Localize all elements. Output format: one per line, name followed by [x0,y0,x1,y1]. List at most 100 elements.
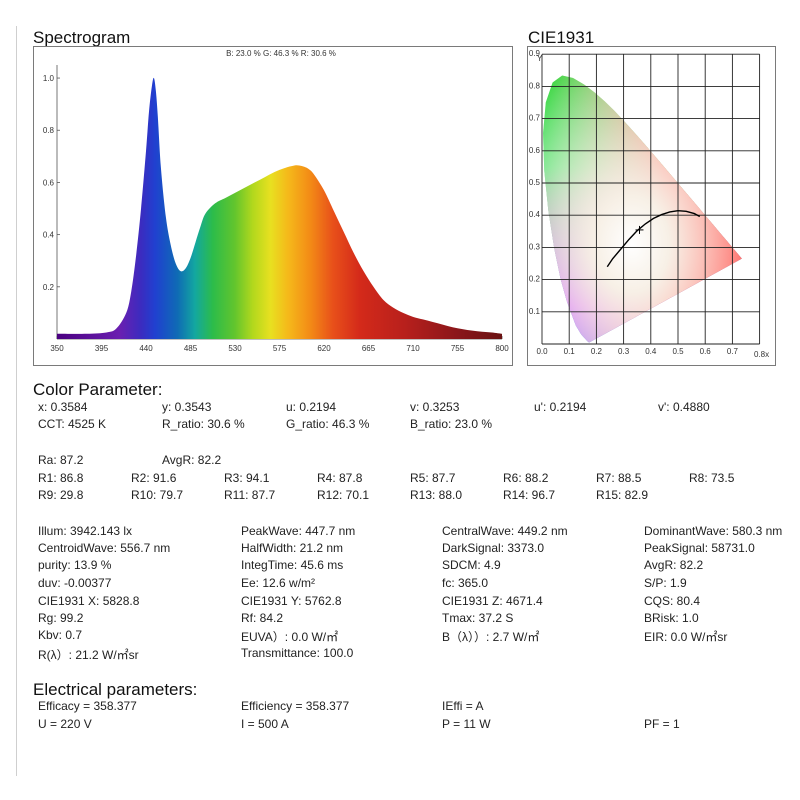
color-param-value: CIE1931 X: 5828.8 [38,594,140,608]
color-param-value: R15: 82.9 [596,488,649,502]
y-tick-label: 1.0 [43,74,55,83]
color-param-value: B_ratio: 23.0 % [410,417,493,431]
color-param-value: PeakWave: 447.7 nm [241,524,356,538]
color-param-value: EUVA）: 0.0 W/㎡ [241,630,339,644]
color-param-value: purity: 13.9 % [38,558,112,572]
spectrogram-chart: B: 23.0 % G: 46.3 % R: 30.6 % 0.2 0.4 0.6 0… [43,49,509,353]
color-param-value: u: 0.2194 [286,400,337,414]
color-param-value: R7: 88.5 [596,471,642,485]
color-param-value: R3: 94.1 [224,471,270,485]
x-tick-label: 755 [451,344,465,353]
cie-x-tick-label: 0.1 [564,347,576,356]
y-tick-label: 0.4 [43,231,55,240]
color-param-value: Transmittance: 100.0 [241,646,354,660]
cie-x-tick-label: 0.7 [727,347,739,356]
color-param-value: R6: 88.2 [503,471,549,485]
spectrogram-panel: B: 23.0 % G: 46.3 % R: 30.6 % 0.2 0.4 0.6 0… [33,46,513,366]
color-param-value: Rf: 84.2 [241,611,284,625]
color-param-value: Tmax: 37.2 S [442,611,514,625]
cie-y-tick-label: 0.3 [529,242,541,251]
electrical-param-value: Efficacy = 358.377 [38,699,137,713]
cie-y-tick-label: 0.7 [529,114,541,123]
cie-x-tick-label: 0.6 [700,347,712,356]
spectrogram-title: Spectrogram [33,28,131,47]
cie-y-tick-label: 0.5 [529,178,541,187]
spectrum-area [57,77,502,339]
x-tick-label: 485 [184,344,198,353]
color-param-value: BRisk: 1.0 [644,611,699,625]
color-param-value: CentralWave: 449.2 nm [442,524,568,538]
y-tick-label: 0.6 [43,178,55,187]
left-divider [16,26,17,776]
color-param-value: R9: 29.8 [38,488,84,502]
color-param-value: CIE1931 Y: 5762.8 [241,594,342,608]
color-param-value: duv: -0.00377 [38,576,112,590]
ratio-text: B: 23.0 % G: 46.3 % R: 30.6 % [226,49,336,58]
color-param-value: R(λ）: 21.2 W/㎡sr [38,648,139,662]
color-param-value: B（λ））: 2.7 W/㎡ [442,630,540,644]
cie-x-tick-label: 0.4 [645,347,657,356]
color-param-value: Ee: 12.6 w/m² [241,576,316,590]
x-tick-label: 530 [228,344,242,353]
electrical-param-value: Efficiency = 358.377 [241,699,350,713]
electrical-param-value: PF = 1 [644,717,680,731]
x-tick-label: 350 [50,344,64,353]
cie-y-tick-label: 0.1 [529,307,541,316]
color-param-value: Rg: 99.2 [38,611,84,625]
color-param-value: DarkSignal: 3373.0 [442,541,545,555]
cie-grid: 0.0 0.1 0.2 0.3 0.4 0.5 0.6 0.7 0.1 0.2 0.3 0.4 0.5 0… [529,49,761,356]
cie-x-tick-label: 0.0 [536,347,548,356]
color-param-value: SDCM: 4.9 [442,558,501,572]
color-param-value: IntegTime: 45.6 ms [241,558,344,572]
color-param-value: x: 0.3584 [38,400,88,414]
color-param-value: R12: 70.1 [317,488,370,502]
color-param-value: CentroidWave: 556.7 nm [38,541,171,555]
color-param-value: R2: 91.6 [131,471,177,485]
color-param-value: R11: 87.7 [224,488,276,502]
color-parameter-table: x: 0.3584 y: 0.3543 u: 0.2194 v: 0.3253 u': … [38,400,798,670]
cie-x-tick-label: 0.3 [618,347,630,356]
electrical-parameter-table: Efficacy = 358.377 Efficiency = 358.377 IE… [38,699,798,739]
color-parameter-title: Color Parameter: [33,380,163,399]
y-tick-label: 0.2 [43,283,55,292]
color-param-value: CIE1931 Z: 4671.4 [442,594,543,608]
color-param-value: R8: 73.5 [689,471,735,485]
cie-title: CIE1931 [528,28,595,47]
color-param-value: R5: 87.7 [410,471,456,485]
color-param-value: EIR: 0.0 W/㎡sr [644,630,728,644]
cie-x-tick-label: 0.5 [672,347,684,356]
cie-y-label: Y [537,54,543,63]
cie-y-tick-label: 0.9 [529,49,541,58]
color-param-value: R13: 88.0 [410,488,463,502]
color-param-value: G_ratio: 46.3 % [286,417,370,431]
electrical-param-value: U = 220 V [38,717,92,731]
color-param-value: R_ratio: 30.6 % [162,417,245,431]
color-param-value: Kbv: 0.7 [38,628,83,642]
electrical-title: Electrical parameters: [33,680,198,699]
x-tick-label: 800 [495,344,509,353]
cie-x-tick-label: 0.2 [591,347,603,356]
color-param-value: PeakSignal: 58731.0 [644,541,755,555]
color-param-value: AvgR: 82.2 [644,558,704,572]
x-tick-label: 575 [273,344,287,353]
cie-diagram: Y 0.8x 0.0 0.1 0.2 0.3 0.4 0.5 0.6 0.7 0.1 0.2 0.3… [529,49,769,359]
x-tick-label: 620 [317,344,331,353]
color-param-value: HalfWidth: 21.2 nm [241,541,344,555]
x-tick-label: 710 [406,344,420,353]
color-param-value: v': 0.4880 [658,400,710,414]
color-param-value: Ra: 87.2 [38,453,84,467]
y-tick-label: 0.8 [43,126,55,135]
color-param-value: R4: 87.8 [317,471,363,485]
electrical-param-value: I = 500 A [241,717,289,731]
electrical-param-value: IEffi = A [442,699,484,713]
color-param-value: CQS: 80.4 [644,594,701,608]
cie-y-tick-label: 0.4 [529,210,541,219]
color-param-value: S/P: 1.9 [644,576,687,590]
cie-color-locus [543,75,742,343]
chromaticity-point-marker [635,225,644,234]
cie-y-tick-label: 0.6 [529,146,541,155]
cie-y-tick-label: 0.8 [529,81,541,90]
x-tick-label: 665 [362,344,376,353]
color-param-value: v: 0.3253 [410,400,460,414]
color-param-value: R10: 79.7 [131,488,184,502]
